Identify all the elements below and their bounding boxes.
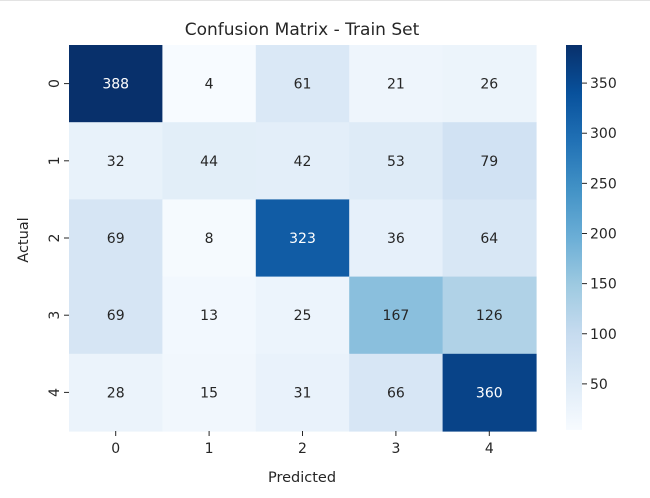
x-tick-label: 2 — [298, 441, 307, 457]
cell-value-label: 44 — [200, 154, 218, 170]
heatmap-cell — [69, 122, 163, 200]
cell-value-label: 36 — [387, 231, 405, 247]
colorbar-tick-label: 150 — [590, 277, 617, 293]
cell-value-label: 13 — [200, 308, 218, 324]
colorbar-tick-label: 100 — [590, 327, 617, 343]
heatmap-cell — [442, 199, 537, 278]
x-tick-label: 3 — [391, 441, 400, 457]
colorbar-tick-label: 350 — [590, 76, 617, 92]
cell-value-label: 66 — [387, 385, 405, 401]
heatmap-cell — [349, 276, 444, 355]
y-tick-label: 3 — [47, 311, 63, 320]
colorbar-tick-label: 300 — [590, 126, 617, 142]
heatmap-cell — [255, 276, 350, 355]
heatmap-cell — [69, 276, 163, 355]
cell-value-label: 323 — [289, 231, 316, 247]
cell-value-label: 32 — [107, 154, 125, 170]
colorbar-tick-label: 50 — [590, 377, 608, 393]
heatmap-cell — [69, 199, 163, 278]
heatmap-cell — [162, 199, 257, 278]
colorbar — [566, 45, 582, 430]
heatmap-cell — [442, 353, 537, 432]
cell-value-label: 126 — [476, 308, 503, 324]
heatmap-cell — [162, 122, 257, 200]
cell-value-label: 61 — [294, 77, 312, 93]
y-tick-label: 1 — [47, 156, 63, 165]
y-axis-label: Actual — [16, 217, 32, 262]
heatmap-cell — [69, 353, 163, 432]
heatmap-cell — [255, 353, 350, 432]
cell-value-label: 69 — [107, 308, 125, 324]
top-divider — [0, 0, 650, 1]
cell-value-label: 79 — [480, 154, 498, 170]
x-axis: 0 1 2 3 4 — [111, 431, 494, 457]
cell-value-label: 167 — [383, 308, 410, 324]
heatmap-cells: 388 4 61 21 26 32 44 42 53 79 69 8 323 36 64 69 13 25 167 1… — [69, 45, 537, 432]
cell-value-label: 69 — [107, 231, 125, 247]
heatmap-cell — [69, 45, 163, 123]
cell-value-label: 53 — [387, 154, 405, 170]
heatmap-cell — [349, 353, 444, 432]
colorbar-tick-label: 200 — [590, 226, 617, 242]
cell-value-label: 15 — [200, 385, 218, 401]
colorbar-tick-label: 250 — [590, 176, 617, 192]
heatmap-cell — [255, 199, 350, 278]
cell-value-label: 8 — [205, 231, 214, 247]
heatmap-cell — [442, 45, 537, 123]
cell-value-label: 25 — [294, 308, 312, 324]
y-axis: 0 1 2 3 4 — [47, 79, 69, 397]
x-tick-label: 0 — [111, 441, 120, 457]
cell-value-label: 31 — [294, 385, 312, 401]
cell-value-label: 28 — [107, 385, 125, 401]
cell-value-label: 4 — [205, 77, 214, 93]
y-tick-label: 0 — [47, 79, 63, 88]
heatmap-cell — [349, 122, 444, 200]
cell-value-label: 360 — [476, 385, 503, 401]
heatmap-cell — [162, 353, 257, 432]
heatmap-cell — [442, 276, 537, 355]
heatmap-cell — [255, 122, 350, 200]
colorbar-ticks: 50 100 150 200 250 300 350 — [582, 76, 617, 393]
chart-title: Confusion Matrix - Train Set — [185, 20, 420, 40]
cell-value-label: 64 — [480, 231, 498, 247]
y-tick-label: 4 — [47, 388, 63, 397]
x-tick-label: 1 — [205, 441, 214, 457]
heatmap-cell — [349, 45, 444, 123]
x-tick-label: 4 — [485, 441, 494, 457]
heatmap-cell — [162, 45, 257, 123]
cell-value-label: 42 — [294, 154, 312, 170]
x-axis-label: Predicted — [268, 470, 336, 486]
heatmap-cell — [255, 45, 350, 123]
heatmap-cell — [442, 122, 537, 200]
y-tick-label: 2 — [47, 234, 63, 243]
cell-value-label: 26 — [480, 77, 498, 93]
heatmap-cell — [162, 276, 257, 355]
heatmap-cell — [349, 199, 444, 278]
cell-value-label: 21 — [387, 77, 405, 93]
cell-value-label: 388 — [102, 77, 129, 93]
